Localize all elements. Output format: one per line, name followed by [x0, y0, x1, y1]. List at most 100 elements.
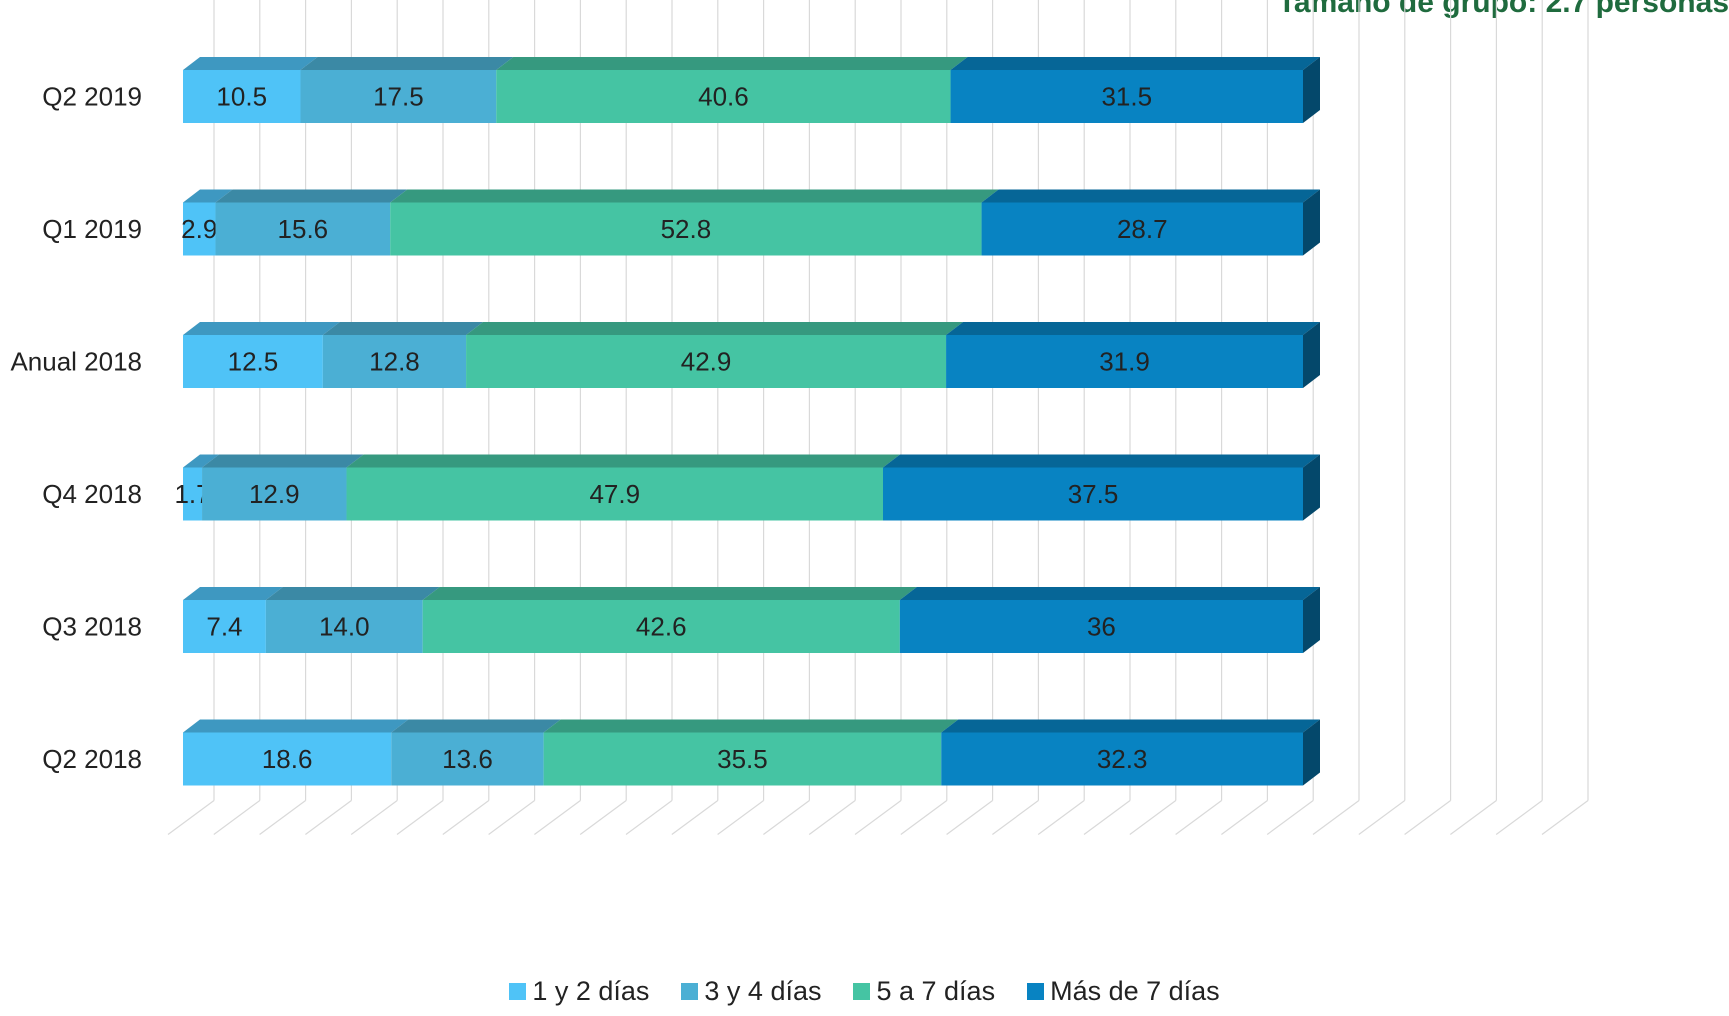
data-label-3-y-4-dias-q2-2018: 13.6: [442, 744, 493, 774]
category-label-q2-2019: Q2 2019: [42, 82, 142, 112]
bar-mas-de-7-dias-q4-2018: [883, 467, 1303, 521]
bar-1-y-2-dias-q2-2018: [183, 732, 392, 786]
bar-mas-de-7-dias-q2-2018-side: [1303, 719, 1320, 786]
bar-5-a-7-dias-q1-2019-top: [390, 189, 999, 203]
bar-mas-de-7-dias-q2-2018: [941, 732, 1303, 786]
category-label-q3-2018: Q3 2018: [42, 612, 142, 642]
bar-3-y-4-dias-anual-2018: [322, 335, 467, 388]
category-label-anual-2018: Anual 2018: [10, 347, 142, 377]
data-label-3-y-4-dias-q1-2019: 15.6: [278, 214, 329, 244]
data-label-1-y-2-dias-anual-2018: 12.5: [228, 347, 279, 377]
bar-mas-de-7-dias-q1-2019-side: [1303, 189, 1320, 256]
floor-gridline: [900, 800, 948, 835]
floor-gridline: [1312, 800, 1360, 835]
bar-1-y-2-dias-anual-2018: [183, 335, 323, 388]
category-label-q2-2018: Q2 2018: [42, 744, 142, 774]
floor-gridline: [671, 800, 719, 835]
data-label-5-a-7-dias-q1-2019: 52.8: [661, 214, 712, 244]
floor-gridline: [1175, 800, 1222, 835]
floor-gridline: [1221, 800, 1268, 835]
floor-gridline: [1404, 800, 1451, 835]
legend-label-5-a-7-dias: 5 a 7 días: [876, 976, 996, 1006]
bar-1-y-2-dias-q2-2019-top: [183, 57, 318, 70]
data-label-mas-de-7-dias-q3-2018: 36: [1087, 612, 1116, 642]
bar-mas-de-7-dias-q3-2018: [899, 600, 1303, 653]
data-label-5-a-7-dias-q2-2019: 40.6: [698, 82, 749, 112]
legend-entry-mas-de-7-dias: Más de 7 días: [1027, 976, 1220, 1007]
data-label-1-y-2-dias-q2-2018: 18.6: [262, 744, 313, 774]
bar-mas-de-7-dias-q4-2018-side: [1303, 454, 1320, 521]
floor-gridline: [1037, 800, 1085, 835]
bar-3-y-4-dias-q2-2018: [391, 732, 544, 786]
data-label-1-y-2-dias-q2-2019: 10.5: [216, 82, 267, 112]
data-label-3-y-4-dias-q4-2018: 12.9: [249, 479, 300, 509]
bar-1-y-2-dias-q4-2018: [183, 467, 203, 521]
floor-gridline: [625, 800, 673, 835]
data-label-5-a-7-dias-q4-2018: 47.9: [589, 479, 640, 509]
floor-gridline: [396, 800, 444, 835]
bar-3-y-4-dias-q2-2019-top: [300, 57, 514, 70]
bar-3-y-4-dias-q2-2019: [300, 70, 497, 123]
floor-gridline: [763, 800, 810, 835]
data-label-mas-de-7-dias-q2-2018: 32.3: [1097, 744, 1148, 774]
bar-mas-de-7-dias-q2-2019: [950, 70, 1303, 123]
legend-swatch-1-y-2-dias: [509, 983, 527, 1000]
floor-gridline: [1083, 800, 1131, 835]
bar-3-y-4-dias-q4-2018: [202, 467, 347, 521]
data-label-mas-de-7-dias-q4-2018: 37.5: [1068, 479, 1119, 509]
bar-3-y-4-dias-q4-2018-top: [202, 454, 364, 468]
floor-gridline: [992, 800, 1039, 835]
bar-3-y-4-dias-q3-2018: [265, 600, 423, 653]
chart-title: Tamaño de grupo: 2.7 personas: [1277, 0, 1729, 19]
bar-5-a-7-dias-q3-2018: [422, 600, 900, 653]
legend-swatch-mas-de-7-dias: [1027, 983, 1045, 1000]
floor-gridline: [305, 800, 352, 835]
chart-legend: 1 y 2 días 3 y 4 días 5 a 7 días Más de 7 d…: [0, 976, 1729, 1007]
floor-gridline: [488, 800, 535, 835]
legend-label-1-y-2-dias: 1 y 2 días: [532, 976, 650, 1006]
legend-label-3-y-4-dias: 3 y 4 días: [704, 976, 822, 1006]
data-label-1-y-2-dias-q3-2018: 7.4: [206, 612, 242, 642]
floor-gridline: [1541, 800, 1589, 835]
bar-mas-de-7-dias-q3-2018-top: [899, 587, 1320, 600]
floor-gridline: [442, 800, 490, 835]
bar-mas-de-7-dias-q2-2019-side: [1303, 57, 1320, 123]
bar-5-a-7-dias-q2-2018: [543, 732, 942, 786]
bar-1-y-2-dias-q1-2019-top: [183, 189, 233, 203]
legend-label-mas-de-7-dias: Más de 7 días: [1050, 976, 1220, 1006]
data-label-1-y-2-dias-q1-2019: 2.9: [181, 214, 217, 244]
bar-3-y-4-dias-q2-2018-top: [391, 719, 561, 733]
bar-1-y-2-dias-q1-2019: [183, 202, 216, 256]
legend-entry-3-y-4-dias: 3 y 4 días: [681, 976, 821, 1007]
floor-gridline: [717, 800, 764, 835]
bar-mas-de-7-dias-q1-2019-top: [981, 189, 1320, 203]
floor-gridline: [808, 800, 856, 835]
legend-entry-1-y-2-dias: 1 y 2 días: [509, 976, 649, 1007]
bar-mas-de-7-dias-anual-2018-top: [946, 322, 1320, 335]
floor-gridline: [854, 800, 902, 835]
data-label-3-y-4-dias-q2-2019: 17.5: [373, 82, 424, 112]
bar-5-a-7-dias-q4-2018-top: [346, 454, 900, 468]
floor-gridline: [350, 800, 398, 835]
bar-mas-de-7-dias-anual-2018: [946, 335, 1303, 388]
data-label-5-a-7-dias-q3-2018: 42.6: [636, 612, 687, 642]
bar-5-a-7-dias-q2-2019: [496, 70, 951, 123]
bar-3-y-4-dias-anual-2018-top: [322, 322, 484, 335]
data-label-mas-de-7-dias-q2-2019: 31.5: [1101, 82, 1152, 112]
bar-mas-de-7-dias-q1-2019: [981, 202, 1303, 256]
bar-mas-de-7-dias-q2-2019-top: [950, 57, 1320, 70]
bar-1-y-2-dias-q3-2018-top: [183, 587, 283, 600]
bar-3-y-4-dias-q1-2019: [215, 202, 391, 256]
data-label-mas-de-7-dias-q1-2019: 28.7: [1117, 214, 1168, 244]
legend-entry-5-a-7-dias: 5 a 7 días: [853, 976, 995, 1007]
floor-gridline: [946, 800, 993, 835]
bar-1-y-2-dias-q2-2018-top: [183, 719, 409, 733]
bar-1-y-2-dias-q2-2019: [183, 70, 301, 123]
legend-swatch-3-y-4-dias: [681, 983, 699, 1000]
bar-1-y-2-dias-anual-2018-top: [183, 322, 340, 335]
floor-gridline: [213, 800, 261, 835]
floor-gridline: [1495, 800, 1543, 835]
floor-gridline: [1358, 800, 1406, 835]
bar-5-a-7-dias-q2-2018-top: [543, 719, 959, 733]
